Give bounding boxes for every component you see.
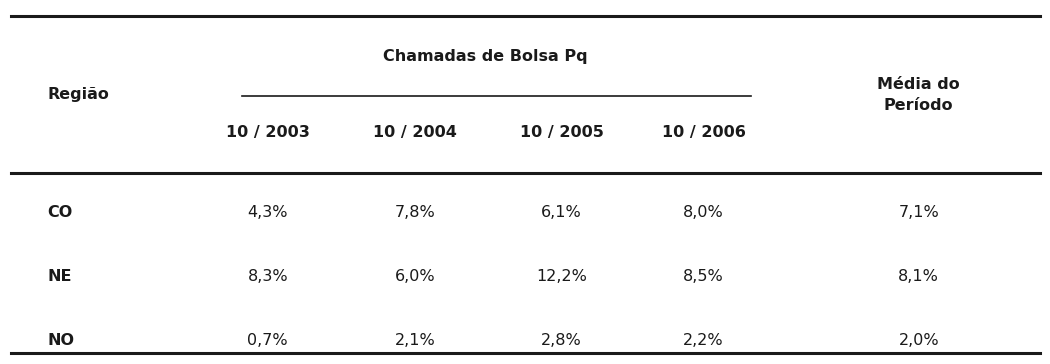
Text: Região: Região [48, 87, 109, 102]
Text: 8,3%: 8,3% [248, 269, 288, 284]
Text: 8,0%: 8,0% [684, 205, 723, 221]
Text: Chamadas de Bolsa Pq: Chamadas de Bolsa Pq [383, 49, 588, 64]
Text: 10 / 2004: 10 / 2004 [373, 125, 457, 141]
Text: 12,2%: 12,2% [537, 269, 587, 284]
Text: 0,7%: 0,7% [248, 333, 288, 348]
Text: 6,1%: 6,1% [542, 205, 582, 221]
Text: 2,1%: 2,1% [395, 333, 435, 348]
Text: 10 / 2003: 10 / 2003 [226, 125, 310, 141]
Text: Média do
Período: Média do Período [878, 77, 960, 112]
Text: 7,1%: 7,1% [899, 205, 939, 221]
Text: 2,8%: 2,8% [542, 333, 582, 348]
Text: 10 / 2005: 10 / 2005 [520, 125, 604, 141]
Text: 10 / 2006: 10 / 2006 [662, 125, 746, 141]
Text: 4,3%: 4,3% [248, 205, 288, 221]
Text: CO: CO [47, 205, 72, 221]
Text: 2,2%: 2,2% [684, 333, 723, 348]
Text: 8,1%: 8,1% [899, 269, 939, 284]
Text: 8,5%: 8,5% [684, 269, 723, 284]
Text: NE: NE [47, 269, 71, 284]
Text: 2,0%: 2,0% [899, 333, 939, 348]
Text: 7,8%: 7,8% [395, 205, 435, 221]
Text: NO: NO [47, 333, 75, 348]
Text: 6,0%: 6,0% [395, 269, 435, 284]
